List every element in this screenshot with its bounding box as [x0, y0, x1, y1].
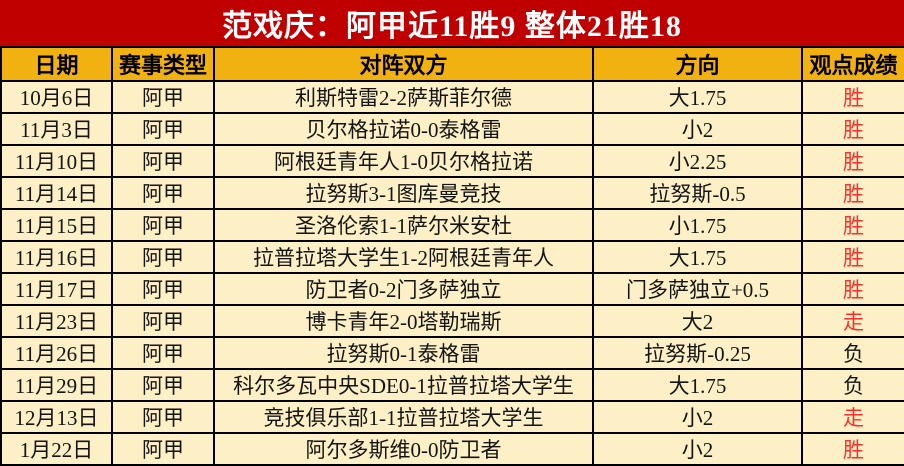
- cell-match: 阿根廷青年人1-0贝尔格拉诺: [213, 144, 594, 178]
- cell-league: 阿甲: [111, 240, 215, 274]
- cell-match: 利斯特雷2-2萨斯菲尔德: [213, 80, 594, 114]
- cell-result: 胜: [801, 80, 904, 114]
- table-row: 12月13日 阿甲 竞技俱乐部1-1拉普拉塔大学生 小2 走: [0, 400, 904, 434]
- cell-match: 阿尔多斯维0-0防卫者: [213, 432, 594, 466]
- table-row: 11月23日 阿甲 博卡青年2-0塔勒瑞斯 大2 走: [0, 304, 904, 338]
- cell-result: 走: [801, 400, 904, 434]
- cell-league: 阿甲: [111, 304, 215, 338]
- cell-league: 阿甲: [111, 208, 215, 242]
- column-header-match: 对阵双方: [213, 46, 594, 82]
- cell-league: 阿甲: [111, 336, 215, 370]
- cell-league: 阿甲: [111, 400, 215, 434]
- table-header-row: 日期 赛事类型 对阵双方 方向 观点成绩: [0, 46, 904, 82]
- table-row: 11月26日 阿甲 拉努斯0-1泰格雷 拉努斯-0.25 负: [0, 336, 904, 370]
- cell-direction: 门多萨独立+0.5: [592, 272, 803, 306]
- cell-match: 贝尔格拉诺0-0泰格雷: [213, 112, 594, 146]
- cell-match: 博卡青年2-0塔勒瑞斯: [213, 304, 594, 338]
- cell-result: 胜: [801, 272, 904, 306]
- cell-result: 负: [801, 368, 904, 402]
- cell-direction: 拉努斯-0.5: [592, 176, 803, 210]
- cell-date: 11月14日: [0, 176, 113, 210]
- cell-match: 科尔多瓦中央SDE0-1拉普拉塔大学生: [213, 368, 594, 402]
- cell-league: 阿甲: [111, 176, 215, 210]
- table-row: 11月15日 阿甲 圣洛伦索1-1萨尔米安杜 小1.75 胜: [0, 208, 904, 242]
- column-header-result: 观点成绩: [801, 46, 904, 82]
- cell-league: 阿甲: [111, 144, 215, 178]
- table-row: 11月29日 阿甲 科尔多瓦中央SDE0-1拉普拉塔大学生 大1.75 负: [0, 368, 904, 402]
- table-row: 11月10日 阿甲 阿根廷青年人1-0贝尔格拉诺 小2.25 胜: [0, 144, 904, 178]
- cell-direction: 小2: [592, 112, 803, 146]
- cell-result: 胜: [801, 432, 904, 466]
- cell-result: 负: [801, 336, 904, 370]
- cell-match: 竞技俱乐部1-1拉普拉塔大学生: [213, 400, 594, 434]
- column-header-league: 赛事类型: [111, 46, 215, 82]
- cell-direction: 小1.75: [592, 208, 803, 242]
- cell-direction: 小2: [592, 400, 803, 434]
- cell-match: 防卫者0-2门多萨独立: [213, 272, 594, 306]
- cell-result: 走: [801, 304, 904, 338]
- cell-date: 11月26日: [0, 336, 113, 370]
- records-table: 日期 赛事类型 对阵双方 方向 观点成绩 10月6日 阿甲 利斯特雷2-2萨斯菲尔德 大1.7…: [0, 46, 904, 466]
- column-header-direction: 方向: [592, 46, 803, 82]
- cell-date: 11月15日: [0, 208, 113, 242]
- cell-result: 胜: [801, 144, 904, 178]
- table-row: 10月6日 阿甲 利斯特雷2-2萨斯菲尔德 大1.75 胜: [0, 80, 904, 114]
- cell-league: 阿甲: [111, 272, 215, 306]
- column-header-date: 日期: [0, 46, 113, 82]
- cell-match: 圣洛伦索1-1萨尔米安杜: [213, 208, 594, 242]
- cell-league: 阿甲: [111, 368, 215, 402]
- cell-match: 拉努斯0-1泰格雷: [213, 336, 594, 370]
- cell-result: 胜: [801, 112, 904, 146]
- table-row: 11月16日 阿甲 拉普拉塔大学生1-2阿根廷青年人 大1.75 胜: [0, 240, 904, 274]
- cell-direction: 大1.75: [592, 368, 803, 402]
- table-row: 11月3日 阿甲 贝尔格拉诺0-0泰格雷 小2 胜: [0, 112, 904, 146]
- cell-direction: 大1.75: [592, 240, 803, 274]
- cell-direction: 小2: [592, 432, 803, 466]
- cell-direction: 拉努斯-0.25: [592, 336, 803, 370]
- cell-league: 阿甲: [111, 432, 215, 466]
- table-row: 1月22日 阿甲 阿尔多斯维0-0防卫者 小2 胜: [0, 432, 904, 466]
- cell-match: 拉努斯3-1图库曼竞技: [213, 176, 594, 210]
- page-title: 范戏庆：阿甲近11胜9 整体21胜18: [0, 0, 904, 46]
- cell-direction: 大1.75: [592, 80, 803, 114]
- table-row: 11月14日 阿甲 拉努斯3-1图库曼竞技 拉努斯-0.5 胜: [0, 176, 904, 210]
- cell-date: 10月6日: [0, 80, 113, 114]
- cell-direction: 小2.25: [592, 144, 803, 178]
- cell-date: 11月29日: [0, 368, 113, 402]
- cell-date: 1月22日: [0, 432, 113, 466]
- cell-result: 胜: [801, 240, 904, 274]
- cell-match: 拉普拉塔大学生1-2阿根廷青年人: [213, 240, 594, 274]
- cell-date: 11月10日: [0, 144, 113, 178]
- cell-league: 阿甲: [111, 80, 215, 114]
- cell-date: 11月3日: [0, 112, 113, 146]
- cell-date: 12月13日: [0, 400, 113, 434]
- cell-result: 胜: [801, 208, 904, 242]
- cell-result: 胜: [801, 176, 904, 210]
- cell-direction: 大2: [592, 304, 803, 338]
- cell-date: 11月23日: [0, 304, 113, 338]
- table-row: 11月17日 阿甲 防卫者0-2门多萨独立 门多萨独立+0.5 胜: [0, 272, 904, 306]
- cell-league: 阿甲: [111, 112, 215, 146]
- cell-date: 11月16日: [0, 240, 113, 274]
- cell-date: 11月17日: [0, 272, 113, 306]
